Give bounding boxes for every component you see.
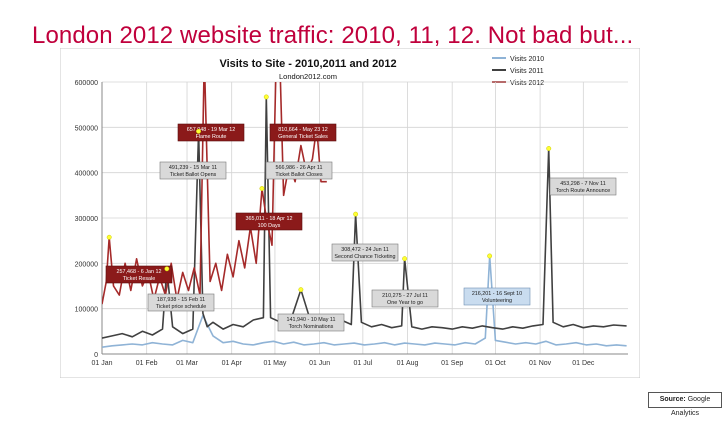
annotation-value: 365,011 - 18 Apr 12 (246, 216, 293, 222)
annotation-event: Volunteering (482, 298, 512, 304)
x-tick-label: 01 Oct (485, 360, 506, 367)
peak-marker (487, 253, 493, 259)
peak-marker (402, 256, 408, 262)
annotation-box (549, 177, 617, 196)
peak-marker (196, 128, 202, 134)
annotation-value: 187,938 - 15 Feb 11 (157, 297, 205, 303)
annotation-event: Torch Route Announce (556, 188, 611, 194)
y-tick-label: 100000 (75, 307, 98, 314)
y-tick-label: 400000 (75, 171, 98, 178)
x-tick-label: 01 Aug (397, 360, 419, 367)
source-box: Source: Google Analytics (648, 392, 722, 417)
x-axis: 01 Jan 01 Feb 01 Mar 01 Apr 01 May 01 Jun 01 J… (91, 353, 628, 367)
series-line-2 (102, 96, 627, 339)
peak-marker (546, 146, 552, 151)
annotation-box (269, 123, 337, 142)
y-tick-label: 0 (94, 352, 98, 359)
annotation-value: 308,472 - 24 Jun 11 (341, 247, 389, 253)
x-tick-label: 01 Nov (529, 360, 552, 367)
traffic-line-chart: Visits to Site - 2010,2011 and 2012 Lond… (60, 48, 640, 378)
annotation-box (265, 161, 333, 180)
annotation-event: 100 Days (258, 223, 281, 229)
annotation-box (147, 293, 215, 312)
annotation-value: 566,986 - 26 Apr 11 (276, 165, 323, 171)
annotation-box (105, 265, 173, 284)
annotation-event: Ticket Ballot Opens (170, 172, 217, 178)
legend-label: Visits 2011 (510, 68, 544, 75)
x-tick-label: 01 May (263, 360, 286, 367)
annotation-box (235, 212, 303, 231)
peak-marker (164, 266, 170, 272)
peak-marker (106, 234, 112, 240)
legend-label: Visits 2010 (510, 56, 544, 63)
slide-title: London 2012 website traffic: 2010, 11, 1… (32, 22, 634, 49)
y-tick-label: 200000 (75, 261, 98, 268)
annotation-box (331, 243, 399, 262)
x-tick-label: 01 Dec (572, 360, 595, 367)
chart-subtitle: London2012.com (279, 72, 337, 81)
annotation-box (177, 123, 245, 142)
peak-marker (263, 94, 269, 100)
annotation-box (159, 161, 227, 180)
x-tick-label: 01 Jul (353, 360, 372, 367)
y-tick-label: 300000 (75, 216, 98, 223)
series-line-1 (102, 255, 627, 348)
annotation-event: Second Chance Ticketing (334, 254, 395, 260)
annotation-event: Ticket Resale (123, 276, 155, 282)
x-tick-label: 01 Mar (176, 360, 198, 367)
x-tick-label: 01 Apr (222, 360, 243, 367)
x-tick-label: 01 Jan (91, 360, 112, 367)
annotation-box (463, 287, 531, 306)
annotation-event: Flame Route (196, 134, 227, 140)
x-tick-label: 01 Feb (136, 360, 158, 367)
annotation-value: 657,048 - 19 Mar 12 (187, 127, 236, 133)
peak-marker (298, 287, 304, 293)
annotation-event: Ticket Ballot Closes (275, 172, 322, 178)
annotation-value: 491,239 - 15 Mar 11 (169, 165, 217, 171)
chart-title: Visits to Site - 2010,2011 and 2012 (219, 58, 396, 70)
annotation-value: 810,664 - May 23 12 (278, 127, 327, 133)
source-label: Source: (659, 396, 686, 403)
annotation-event: General Ticket Sales (278, 134, 328, 140)
y-axis: 0 100000 200000 300000 400000 500000 600000 (75, 80, 103, 359)
legend-label: Visits 2012 (510, 80, 544, 87)
annotation-value: 257,468 - 6 Jan 12 (117, 269, 162, 275)
annotation-value: 453,298 - 7 Nov 11 (560, 181, 605, 187)
peak-marker (353, 211, 359, 217)
y-tick-label: 500000 (75, 125, 98, 132)
annotation-event: Torch Nominations (289, 324, 334, 330)
annotation-event: One Year to go (387, 300, 423, 306)
annotation-box (371, 289, 439, 308)
annotation-event: Ticket price schedule (156, 304, 206, 310)
x-tick-label: 01 Jun (309, 360, 330, 367)
annotation-value: 210,275 - 27 Jul 11 (382, 293, 428, 299)
peak-marker (259, 186, 265, 191)
annotation-value: 141,940 - 10 May 11 (286, 317, 335, 323)
annotation-box (277, 313, 345, 332)
x-tick-label: 01 Sep (441, 360, 463, 367)
annotation-value: 216,201 - 16 Sept 10 (472, 291, 522, 297)
y-tick-label: 600000 (75, 80, 98, 87)
